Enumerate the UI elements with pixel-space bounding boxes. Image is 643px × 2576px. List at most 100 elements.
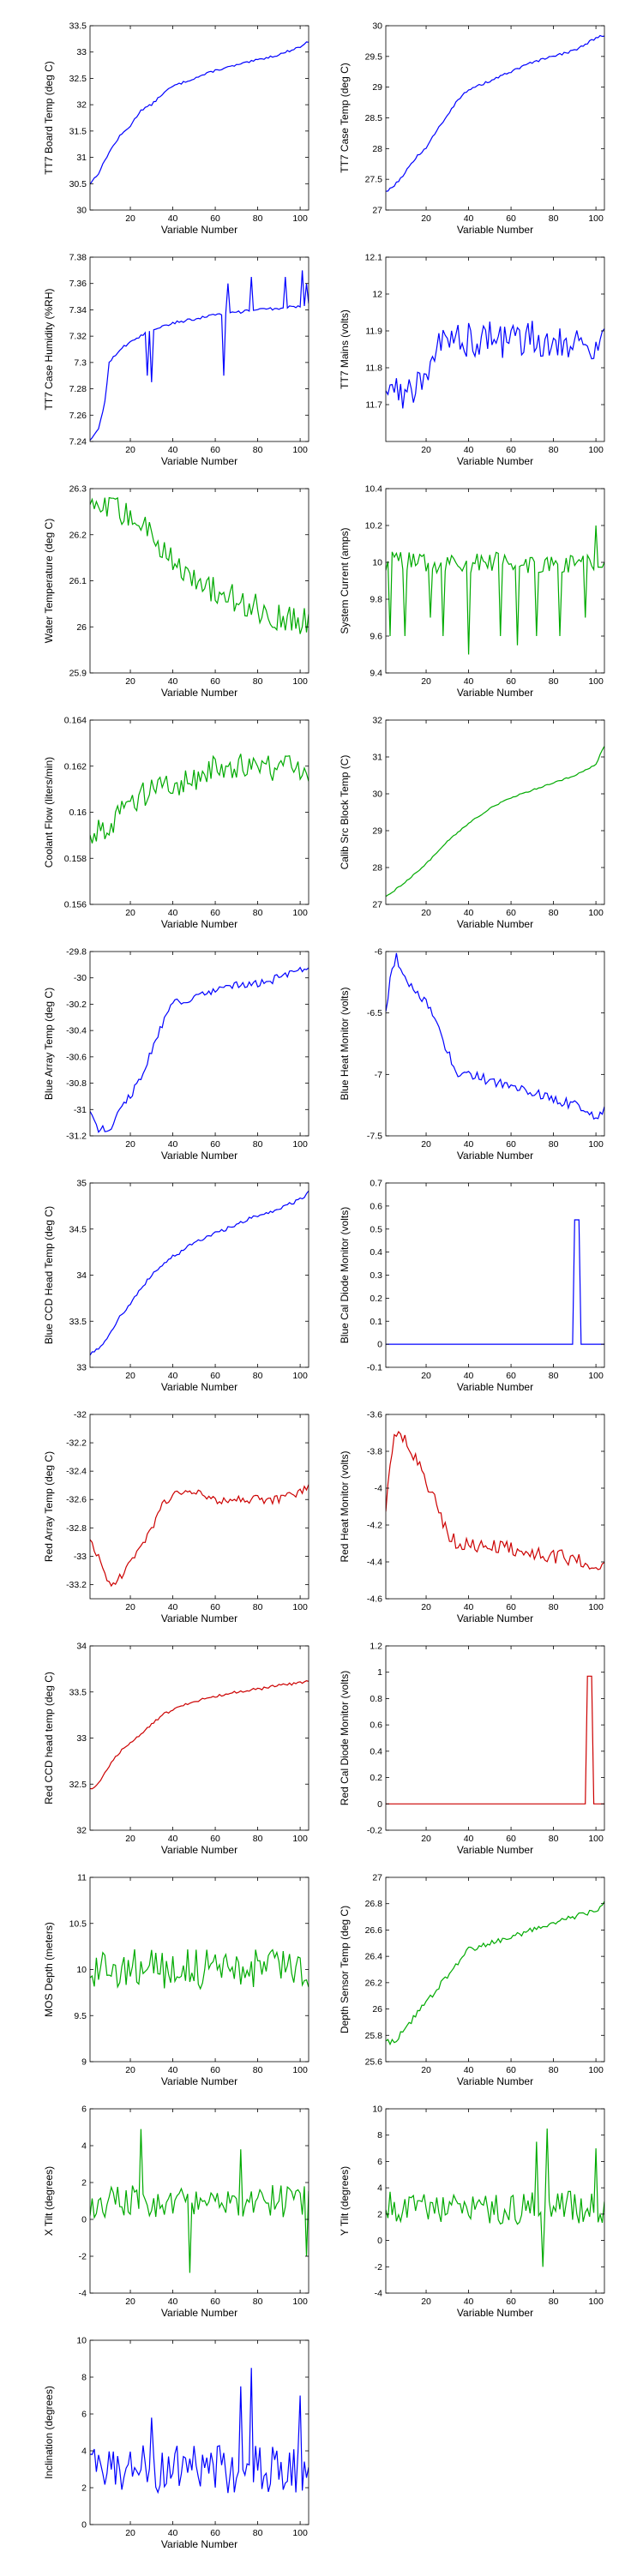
y-tick-label: 26.4 — [365, 1952, 383, 1962]
chart-panel-19: 20 40 60 80 100 -4 -2 0 2 4 6 Variable Number X Tilt… — [43, 2105, 309, 2319]
x-tick-label: 100 — [292, 676, 308, 687]
x-tick-label: 40 — [464, 445, 474, 455]
series-line — [90, 41, 309, 185]
y-tick-label: -7.5 — [367, 1132, 382, 1142]
plot-frame — [89, 951, 309, 1137]
y-tick-label: 6 — [81, 2105, 87, 2115]
x-tick-label: 40 — [464, 1139, 474, 1150]
x-tick-label: 20 — [125, 2528, 135, 2538]
x-tick-label: 60 — [210, 1602, 220, 1612]
y-axis-label: MOS Depth (meters) — [43, 1922, 55, 2017]
x-tick-label: 60 — [210, 213, 220, 224]
y-tick-label: 26.2 — [365, 1978, 383, 1988]
y-axis-label: Blue CCD Head Temp (deg C) — [43, 1206, 55, 1344]
y-tick-label: -30.2 — [66, 1000, 87, 1010]
y-tick-label: 33.5 — [69, 21, 87, 32]
x-tick-label: 40 — [168, 1834, 178, 1844]
x-tick-label: 60 — [210, 1139, 220, 1150]
x-tick-label: 100 — [292, 2065, 308, 2075]
y-tick-label: 8 — [81, 2373, 87, 2383]
y-tick-label: 26.2 — [69, 530, 87, 540]
y-tick-label: 30 — [76, 206, 87, 216]
x-tick-label: 20 — [421, 1834, 431, 1844]
chart-panel-21: 20 40 60 80 100 0 2 4 6 8 10 Variable Number Inclina… — [43, 2336, 309, 2550]
plot-frame — [385, 2108, 605, 2294]
y-tick-label: 32.5 — [69, 74, 87, 84]
y-axis-label: X Tilt (degrees) — [43, 2166, 55, 2236]
x-tick-label: 100 — [588, 213, 604, 224]
y-tick-label: 11 — [77, 1873, 87, 1883]
x-tick-label: 40 — [168, 1139, 178, 1150]
y-axis-label: Y Tilt (degrees) — [339, 2166, 351, 2236]
x-tick-label: 100 — [292, 1139, 308, 1150]
x-tick-label: 20 — [125, 445, 135, 455]
y-tick-label: -32 — [74, 1410, 87, 1420]
x-tick-label: 60 — [506, 213, 516, 224]
y-tick-label: 1 — [377, 1667, 382, 1678]
y-tick-label: 0.8 — [370, 1694, 382, 1704]
y-tick-label: 10.4 — [365, 484, 383, 495]
x-tick-label: 40 — [464, 1602, 474, 1612]
x-tick-label: 60 — [210, 445, 220, 455]
chart-panel-12: 20 40 60 80 100 -0.1 0 0.1 0.2 0.3 0.4 0.5 0.6 0.7 Var… — [339, 1179, 605, 1393]
y-tick-label: 31 — [76, 153, 87, 163]
y-tick-label: 12.1 — [365, 253, 383, 263]
y-axis-label: Red CCD head temp (deg C) — [43, 1672, 55, 1804]
plot-frame — [385, 951, 605, 1137]
y-tick-label: -4 — [79, 2289, 87, 2299]
y-tick-label: 25.6 — [365, 2057, 383, 2068]
x-tick-label: 100 — [292, 1834, 308, 1844]
x-tick-label: 100 — [292, 908, 308, 918]
y-tick-label: 6 — [377, 2157, 382, 2167]
y-tick-label: 7.38 — [69, 253, 87, 263]
x-tick-label: 100 — [588, 908, 604, 918]
x-tick-label: 60 — [506, 1371, 516, 1381]
plot-frame — [89, 1414, 309, 1600]
x-tick-label: 80 — [549, 1602, 559, 1612]
x-tick-label: 20 — [421, 445, 431, 455]
y-tick-label: 33 — [76, 1733, 87, 1744]
y-tick-label: 0.2 — [370, 1773, 382, 1783]
x-axis-label: Variable Number — [161, 918, 237, 930]
y-axis-label: Red Array Temp (deg C) — [43, 1451, 55, 1562]
y-tick-label: 4 — [377, 2183, 382, 2194]
y-tick-label: 27 — [372, 900, 382, 910]
series-line — [386, 321, 604, 409]
x-tick-label: 80 — [253, 213, 263, 224]
y-tick-label: -30 — [74, 973, 87, 983]
y-tick-label: 29 — [372, 82, 382, 93]
y-tick-label: -32.4 — [66, 1467, 87, 1477]
x-tick-label: 20 — [125, 1139, 135, 1150]
x-tick-label: 40 — [464, 213, 474, 224]
y-axis-label: System Current (amps) — [339, 527, 351, 633]
chart-panel-13: 20 40 60 80 100 -33.2 -33 -32.8 -32.6 -32.4 -32.2 -… — [43, 1410, 309, 1624]
y-tick-label: 10 — [76, 1965, 87, 1975]
x-tick-label: 60 — [210, 676, 220, 687]
y-tick-label: -4.4 — [367, 1558, 382, 1568]
y-tick-label: 31 — [372, 753, 382, 763]
y-tick-label: 34 — [76, 1642, 87, 1652]
y-tick-label: 11.8 — [365, 363, 382, 374]
x-tick-label: 40 — [464, 1834, 474, 1844]
series-line — [386, 1219, 604, 1345]
y-tick-label: 0.4 — [370, 1746, 382, 1756]
x-tick-label: 60 — [210, 2297, 220, 2307]
x-tick-label: 80 — [549, 908, 559, 918]
x-tick-label: 100 — [588, 676, 604, 687]
y-tick-label: -6 — [375, 947, 382, 958]
y-tick-label: 32 — [76, 1826, 87, 1836]
x-axis-label: Variable Number — [161, 2307, 237, 2319]
chart-panel-17: 20 40 60 80 100 9 9.5 10 10.5 11 Variable Number MO… — [43, 1873, 309, 2087]
x-axis-label: Variable Number — [457, 455, 533, 467]
y-tick-label: 33.5 — [69, 1317, 87, 1327]
y-tick-label: -30.4 — [66, 1026, 87, 1036]
x-tick-label: 40 — [168, 676, 178, 687]
x-tick-label: 40 — [464, 676, 474, 687]
y-tick-label: 0 — [377, 1799, 382, 1810]
y-tick-label: 26 — [372, 2004, 382, 2015]
y-tick-label: 28 — [372, 863, 382, 874]
y-axis-label: Coolant Flow (liters/min) — [43, 757, 55, 868]
x-axis-label: Variable Number — [161, 1381, 237, 1393]
x-tick-label: 40 — [168, 2528, 178, 2538]
y-tick-label: 0.164 — [64, 716, 87, 726]
